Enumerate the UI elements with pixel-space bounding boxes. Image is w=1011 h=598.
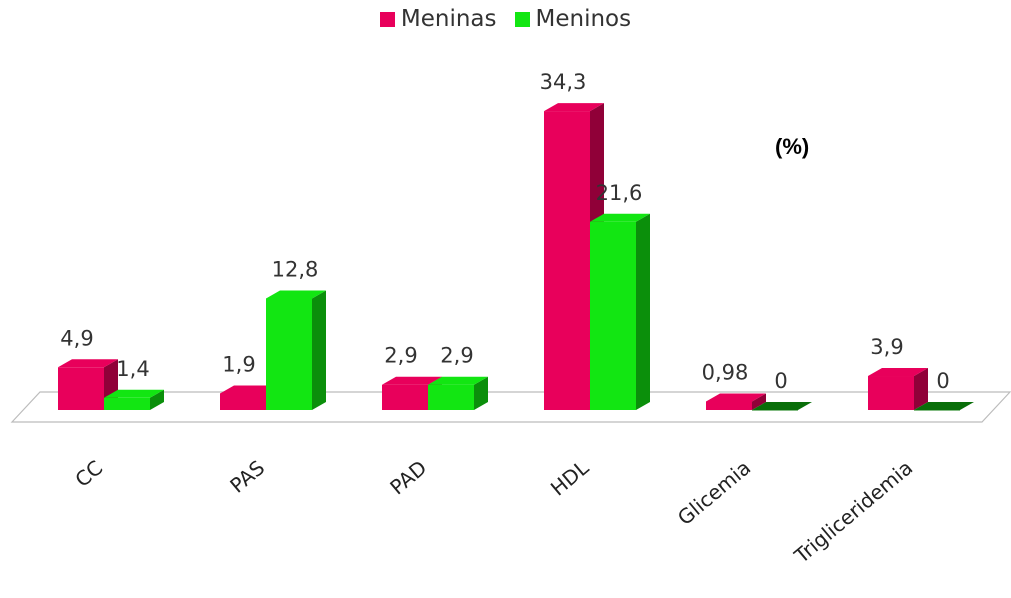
- legend-swatch-meninas: [379, 11, 395, 27]
- bar-meninos-trigliceridemia: [914, 410, 960, 411]
- data-label-meninas-hdl: 34,3: [540, 70, 587, 94]
- bar-top-meninos-cc: [104, 389, 164, 398]
- data-label-meninas-trigliceridemia: 3,9: [870, 335, 903, 359]
- bar-top-meninas-glicemia: [706, 393, 766, 402]
- data-label-meninas-pad: 2,9: [384, 344, 417, 368]
- bar-meninas-cc: [58, 367, 104, 410]
- bar-top-meninos-pad: [428, 376, 488, 385]
- bar-meninas-glicemia: [706, 401, 752, 410]
- data-label-meninas-glicemia: 0,98: [702, 360, 749, 384]
- legend-item-meninos: Meninos: [514, 6, 632, 32]
- data-label-meninos-trigliceridemia: 0: [936, 369, 949, 393]
- bar-side-meninos-hdl: [636, 213, 650, 410]
- bar-top-meninas-pad: [382, 376, 442, 385]
- bar-side-meninas-glicemia: [752, 393, 766, 410]
- data-label-meninos-cc: 1,4: [116, 357, 149, 381]
- category-label-cc: CC: [70, 455, 107, 491]
- category-label-pas: PAS: [225, 455, 269, 497]
- legend-label-meninas: Meninas: [400, 6, 497, 32]
- data-label-meninos-pad: 2,9: [440, 344, 473, 368]
- unit-label: (%): [775, 134, 810, 159]
- bar-meninos-glicemia: [752, 410, 798, 411]
- legend-label-meninos: Meninos: [535, 6, 632, 32]
- category-label-glicemia: Glicemia: [673, 455, 755, 529]
- data-label-meninas-pas: 1,9: [222, 352, 255, 376]
- data-label-meninas-cc: 4,9: [60, 326, 93, 350]
- bar-side-meninos-pad: [474, 376, 488, 410]
- bar-meninas-hdl: [544, 111, 590, 410]
- bar-top-meninos-glicemia: [752, 402, 812, 410]
- legend-swatch-meninos: [514, 11, 530, 27]
- bar-meninas-trigliceridemia: [868, 376, 914, 410]
- legend-item-meninas: Meninas: [379, 6, 497, 32]
- bar-side-meninos-cc: [150, 389, 164, 410]
- bar-top-meninas-pas: [220, 385, 280, 394]
- bar-top-meninos-pas: [266, 290, 326, 299]
- bar-top-meninas-trigliceridemia: [868, 368, 928, 377]
- bar-meninos-cc: [104, 397, 150, 410]
- bar-top-meninas-cc: [58, 359, 118, 368]
- bar-top-meninos-hdl: [590, 213, 650, 222]
- bar-side-meninas-trigliceridemia: [914, 368, 928, 410]
- bar-meninos-pad: [428, 384, 474, 410]
- bar-meninas-pad: [382, 384, 428, 410]
- legend: Meninas Meninos: [0, 6, 1011, 32]
- category-label-hdl: HDL: [546, 455, 594, 501]
- category-label-pad: PAD: [385, 455, 431, 499]
- category-label-trigliceridemia: Trigliceridemia: [789, 455, 917, 568]
- data-label-meninos-pas: 12,8: [272, 257, 319, 281]
- data-label-meninos-glicemia: 0: [774, 369, 787, 393]
- data-label-meninos-hdl: 21,6: [596, 181, 643, 205]
- bar-meninas-pas: [220, 393, 266, 410]
- bar-top-meninas-hdl: [544, 103, 604, 112]
- bar-side-meninos-pas: [312, 290, 326, 410]
- bar-top-meninos-trigliceridemia: [914, 402, 974, 410]
- bar-meninos-pas: [266, 298, 312, 410]
- bar-meninos-hdl: [590, 221, 636, 410]
